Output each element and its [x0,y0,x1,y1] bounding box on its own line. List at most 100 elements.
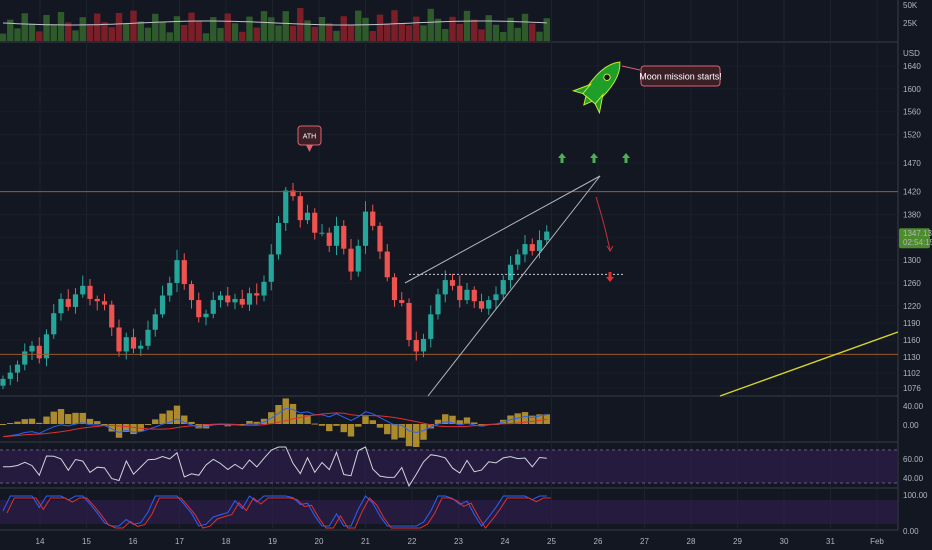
candle-body[interactable] [174,260,180,283]
candle-body[interactable] [442,280,448,295]
candle-body[interactable] [29,345,35,352]
volume-bar[interactable] [478,29,485,41]
volume-pane[interactable] [0,7,550,42]
volume-bar[interactable] [217,28,224,41]
wedge-upper-line[interactable] [404,175,601,284]
candle-body[interactable] [449,280,456,286]
candle-body[interactable] [420,338,427,352]
candle-body[interactable] [464,289,470,301]
volume-bar[interactable] [224,13,231,41]
volume-bar[interactable] [289,25,297,41]
candle-body[interactable] [210,300,216,314]
candle-body[interactable] [312,212,318,233]
volume-bar[interactable] [57,12,65,41]
volume-bar[interactable] [239,31,246,41]
candle-body[interactable] [413,340,419,352]
candle-body[interactable] [225,295,231,303]
candle-body[interactable] [167,282,173,296]
volume-bar[interactable] [318,17,326,41]
volume-bar[interactable] [28,23,36,41]
volume-bar[interactable] [500,32,507,41]
candle-body[interactable] [239,298,245,305]
price-pane[interactable] [0,183,550,390]
volume-bar[interactable] [521,13,529,41]
volume-bar[interactable] [405,25,413,41]
volume-bar[interactable] [14,28,21,41]
wedge-lower-line[interactable] [427,175,601,397]
volume-bar[interactable] [210,17,217,41]
annotations-layer[interactable]: Moon mission starts! ATH [297,51,722,152]
candle-body[interactable] [72,294,79,307]
candle-body[interactable] [399,300,405,303]
volume-bar[interactable] [326,23,333,41]
volume-bar[interactable] [275,25,282,41]
volume-bar[interactable] [159,22,166,41]
candle-body[interactable] [529,244,535,251]
candle-body[interactable] [370,211,376,226]
candle-body[interactable] [478,301,485,309]
volume-bar[interactable] [282,11,289,41]
volume-bar[interactable] [137,21,144,41]
candle-body[interactable] [348,248,354,272]
volume-bar[interactable] [471,19,478,41]
volume-bar[interactable] [115,12,123,42]
candle-body[interactable] [123,337,129,352]
candle-body[interactable] [7,372,13,379]
candle-body[interactable] [196,300,202,318]
volume-bar[interactable] [94,13,101,41]
candle-body[interactable] [486,300,492,309]
volume-bar[interactable] [340,16,347,41]
volume-bar[interactable] [260,11,268,42]
candle-body[interactable] [457,285,463,301]
volume-bar[interactable] [231,23,239,41]
candle-body[interactable] [275,223,282,255]
volume-bar[interactable] [362,17,369,41]
volume-bar[interactable] [21,13,28,41]
candle-body[interactable] [536,240,543,251]
candle-body[interactable] [254,293,260,296]
candle-body[interactable] [159,295,166,315]
volume-bar[interactable] [246,16,253,41]
volume-bar[interactable] [492,24,500,41]
rsi-pane[interactable] [0,446,898,488]
candle-body[interactable] [471,289,477,302]
volume-bar[interactable] [202,33,210,41]
candle-body[interactable] [65,298,71,307]
volume-bar[interactable] [166,32,173,41]
volume-bar[interactable] [434,18,442,41]
candle-body[interactable] [297,196,303,221]
candle-body[interactable] [217,295,224,301]
volume-bar[interactable] [152,13,159,41]
candle-body[interactable] [268,254,274,282]
volume-bar[interactable] [449,16,456,41]
candle-body[interactable] [261,281,267,296]
candle-body[interactable] [435,294,441,315]
candle-body[interactable] [145,329,151,346]
volume-bar[interactable] [43,14,50,42]
candle-body[interactable] [326,232,332,246]
volume-bar[interactable] [391,10,398,41]
volume-bar[interactable] [311,26,318,41]
volume-bar[interactable] [529,23,536,41]
candle-body[interactable] [493,294,499,301]
candle-body[interactable] [87,285,93,299]
volume-bar[interactable] [181,24,188,41]
last-price-tag[interactable] [899,228,930,249]
volume-bar[interactable] [173,16,181,41]
volume-bar[interactable] [195,21,202,41]
candle-body[interactable] [116,327,122,352]
drawings-layer[interactable] [0,153,899,397]
candle-body[interactable] [181,260,187,285]
candle-body[interactable] [0,378,6,386]
volume-bar[interactable] [144,27,152,41]
candle-body[interactable] [377,225,383,252]
candle-body[interactable] [544,231,550,241]
volume-bar[interactable] [72,30,79,41]
candle-body[interactable] [522,244,528,255]
volume-bar[interactable] [463,10,471,41]
yellow-trend-line[interactable] [719,331,899,397]
volume-bar[interactable] [369,31,376,41]
volume-bar[interactable] [384,23,391,41]
